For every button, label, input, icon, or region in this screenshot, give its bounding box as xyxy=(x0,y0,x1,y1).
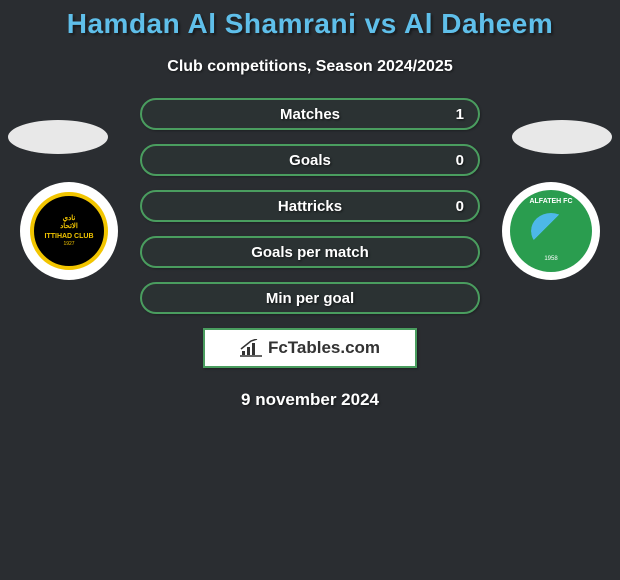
stat-label: Hattricks xyxy=(278,198,342,215)
page-subtitle: Club competitions, Season 2024/2025 xyxy=(0,58,620,76)
stat-label: Goals xyxy=(289,152,331,169)
left-club-logo: ناديالاتحاد ITTIHAD CLUB 1927 xyxy=(20,182,118,280)
stat-row-goals: Goals 0 xyxy=(140,144,480,176)
bar-chart-icon xyxy=(240,339,262,357)
alfateh-year: 1958 xyxy=(544,256,557,262)
page-title: Hamdan Al Shamrani vs Al Daheem xyxy=(0,0,620,40)
stat-label: Matches xyxy=(280,106,340,123)
stats-container: Matches 1 Goals 0 Hattricks 0 Goals per … xyxy=(140,98,480,314)
right-club-logo: ALFATEH FC 1958 xyxy=(502,182,600,280)
alfateh-badge: ALFATEH FC 1958 xyxy=(510,190,592,272)
stat-value-right: 0 xyxy=(456,198,464,215)
stat-row-hattricks: Hattricks 0 xyxy=(140,190,480,222)
left-player-avatar-placeholder xyxy=(8,120,108,154)
ittihad-badge: ناديالاتحاد ITTIHAD CLUB 1927 xyxy=(30,192,108,270)
brand-box: FcTables.com xyxy=(203,328,417,368)
brand-text: FcTables.com xyxy=(268,338,380,358)
date-text: 9 november 2024 xyxy=(0,390,620,410)
ittihad-club-name: ITTIHAD CLUB xyxy=(45,233,94,240)
right-player-column: ALFATEH FC 1958 xyxy=(500,120,620,280)
stat-label: Goals per match xyxy=(251,244,369,261)
stat-label: Min per goal xyxy=(266,290,354,307)
stat-row-min-per-goal: Min per goal xyxy=(140,282,480,314)
ittihad-arabic-text: ناديالاتحاد xyxy=(60,215,78,230)
stat-value-right: 1 xyxy=(456,106,464,123)
left-player-column: ناديالاتحاد ITTIHAD CLUB 1927 xyxy=(0,120,120,280)
stat-row-goals-per-match: Goals per match xyxy=(140,236,480,268)
right-player-avatar-placeholder xyxy=(512,120,612,154)
ittihad-year: 1927 xyxy=(63,241,74,247)
alfateh-club-name: ALFATEH FC xyxy=(529,198,572,205)
alfateh-swoosh-icon xyxy=(531,211,571,251)
stat-value-right: 0 xyxy=(456,152,464,169)
stat-row-matches: Matches 1 xyxy=(140,98,480,130)
